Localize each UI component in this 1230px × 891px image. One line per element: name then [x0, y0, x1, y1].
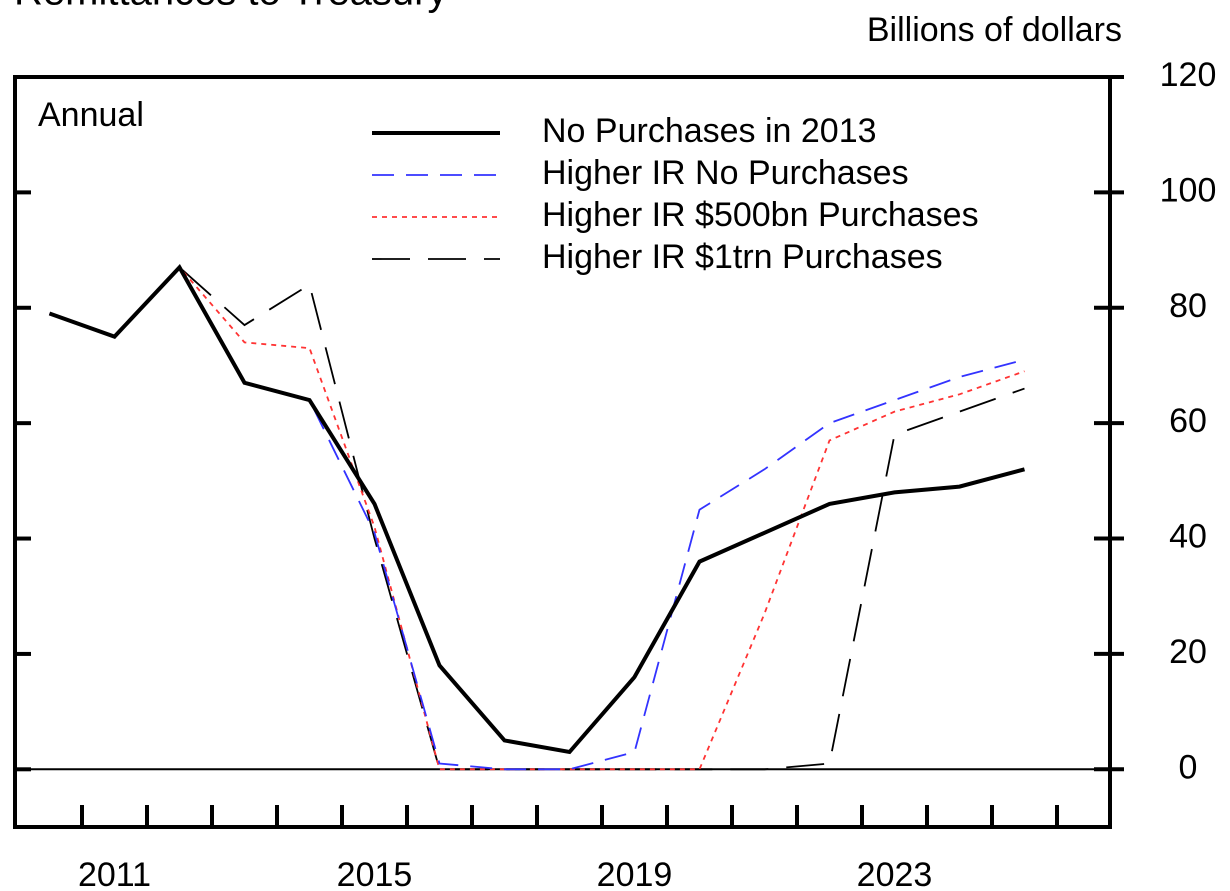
x-tick-label: 2015	[337, 856, 413, 891]
legend-label: Higher IR No Purchases	[542, 154, 909, 192]
x-tick-label: 2023	[857, 856, 933, 891]
legend-label: Higher IR $1trn Purchases	[542, 238, 943, 276]
plot-frame	[13, 75, 1112, 829]
y-tick-label: 20	[1169, 633, 1207, 671]
y-tick-label: 0	[1179, 748, 1198, 786]
legend-label: No Purchases in 2013	[542, 112, 877, 150]
series-line	[49, 266, 1025, 771]
annotation: Annual	[38, 96, 144, 134]
x-tick-label: 2019	[597, 856, 673, 891]
x-tick-label: 2011	[78, 856, 151, 891]
y-tick-label: 120	[1160, 56, 1217, 94]
series-line	[49, 266, 1025, 771]
y-tick-label: 40	[1169, 518, 1207, 556]
y-tick-label: 80	[1169, 287, 1207, 325]
chart-title: Remittances to Treasury	[14, 0, 448, 14]
y-tick-label: 100	[1160, 171, 1217, 209]
series-line	[48, 264, 1026, 755]
legend-label: Higher IR $500bn Purchases	[542, 196, 979, 234]
y-tick-label: 60	[1169, 402, 1207, 440]
y-axis-label: Billions of dollars	[867, 11, 1122, 49]
